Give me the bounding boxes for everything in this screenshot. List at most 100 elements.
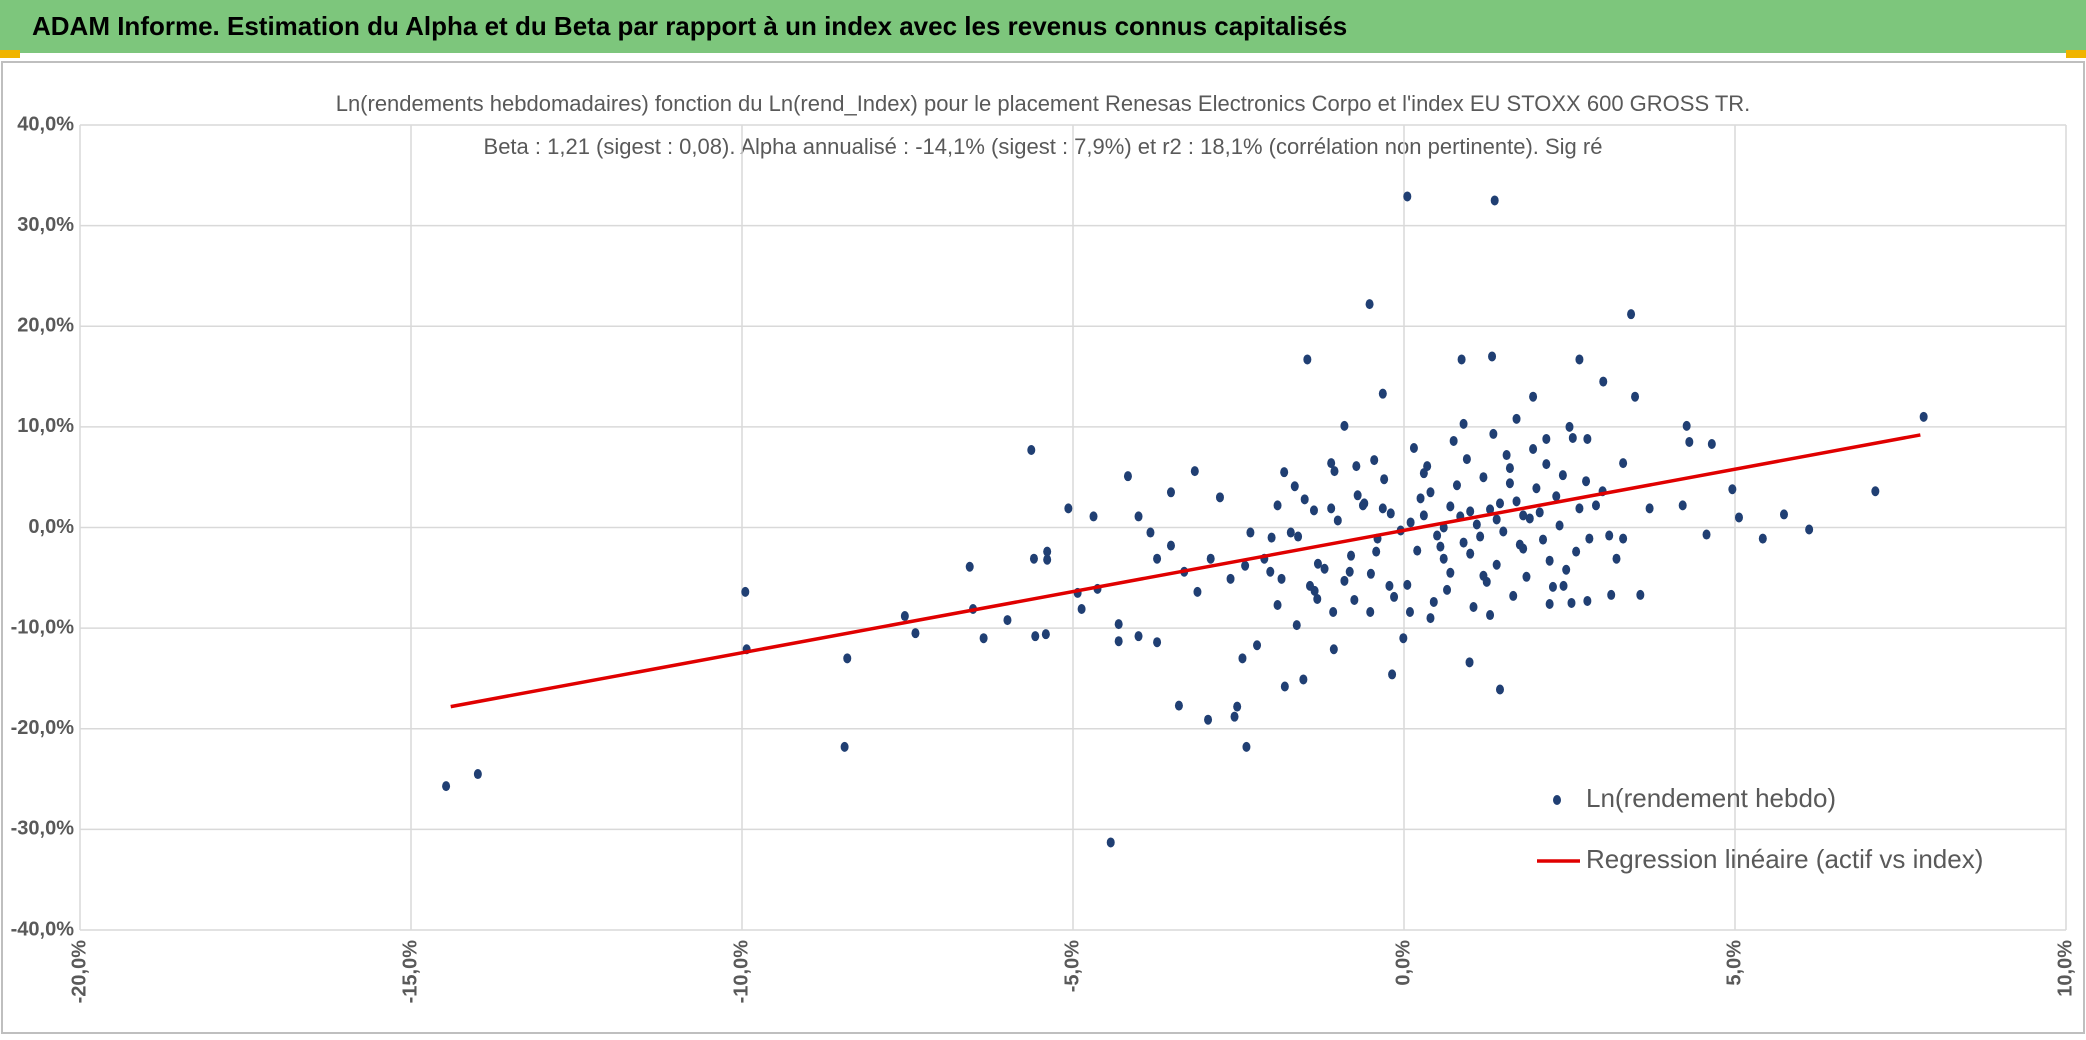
corner-mark — [0, 50, 20, 58]
scatter-point — [1495, 684, 1504, 695]
scatter-point — [442, 781, 451, 792]
scatter-point — [1505, 463, 1514, 474]
scatter-point — [741, 586, 750, 597]
chart-title: Ln(rendements hebdomadaires) fonction du… — [336, 91, 1751, 116]
scatter-point — [1345, 566, 1354, 577]
scatter-point — [911, 628, 920, 639]
scatter-point — [1542, 459, 1551, 470]
scatter-point — [1280, 681, 1289, 692]
x-tick-label: 10,0% — [2054, 940, 2076, 997]
scatter-point — [1519, 510, 1528, 521]
scatter-point — [1340, 420, 1349, 431]
scatter-point — [1238, 653, 1247, 664]
scatter-point — [1575, 503, 1584, 514]
scatter-point — [1153, 553, 1162, 564]
scatter-point — [1215, 492, 1224, 503]
plot-marks — [442, 191, 1928, 848]
scatter-point — [1310, 585, 1319, 596]
scatter-point — [1457, 354, 1466, 365]
x-tick-label: 0,0% — [1392, 940, 1414, 986]
y-tick-label: -20,0% — [11, 717, 75, 739]
y-tick-label: -10,0% — [11, 616, 75, 638]
scatter-point — [1233, 701, 1242, 712]
y-tick-label: 30,0% — [17, 214, 74, 236]
scatter-point — [1443, 584, 1452, 595]
scatter-point — [1575, 354, 1584, 365]
scatter-point — [1390, 591, 1399, 602]
scatter-point — [1512, 413, 1521, 424]
scatter-point — [1515, 539, 1524, 550]
scatter-point — [1204, 714, 1213, 725]
scatter-point — [1567, 597, 1576, 608]
x-tick-label: -15,0% — [399, 940, 421, 1004]
scatter-point — [1459, 418, 1468, 429]
scatter-point — [1486, 504, 1495, 515]
scatter-point — [1333, 515, 1342, 526]
scatter-point — [1433, 530, 1442, 541]
grid: -40,0% -30,0% -20,0% -10,0% 0,0% 10,0% 20,0% 30… — [11, 113, 2077, 1003]
scatter-point — [1542, 433, 1551, 444]
scatter-point — [1502, 450, 1511, 461]
scatter-point — [1290, 481, 1299, 492]
scatter-point — [1612, 553, 1621, 564]
legend-label: Regression linéaire (actif vs index) — [1586, 844, 1983, 874]
y-tick-label: -40,0% — [11, 918, 75, 940]
scatter-point — [1329, 644, 1338, 655]
scatter-point — [1505, 478, 1514, 489]
scatter-point — [1707, 438, 1716, 449]
y-tick-label: 20,0% — [17, 315, 74, 337]
scatter-point — [1027, 445, 1036, 456]
y-tick-label: -30,0% — [11, 818, 75, 840]
legend: Ln(rendement hebdo) Regression linéaire (… — [1537, 783, 1983, 874]
scatter-point — [1413, 545, 1422, 556]
x-tick-label: -10,0% — [730, 940, 752, 1004]
scatter-point — [1682, 420, 1691, 431]
scatter-point — [1585, 533, 1594, 544]
scatter-point — [1479, 570, 1488, 581]
scatter-point — [1558, 470, 1567, 481]
scatter-point — [1347, 550, 1356, 561]
scatter-point — [1166, 540, 1175, 551]
scatter-point — [1472, 519, 1481, 530]
scatter-point — [1313, 558, 1322, 569]
scatter-point — [1529, 444, 1538, 455]
scatter-point — [1388, 669, 1397, 680]
scatter-point — [1043, 546, 1052, 557]
scatter-point — [1439, 553, 1448, 564]
scatter-point — [1539, 534, 1548, 545]
scatter-point — [1340, 575, 1349, 586]
scatter-point — [1360, 498, 1369, 509]
scatter-point — [1246, 527, 1255, 538]
y-tick-label: 0,0% — [28, 516, 74, 538]
scatter-point — [1627, 309, 1636, 320]
scatter-point — [1459, 537, 1468, 548]
scatter-point — [1365, 299, 1374, 310]
scatter-point — [1436, 541, 1445, 552]
scatter-point — [1273, 599, 1282, 610]
scatter-point — [1416, 493, 1425, 504]
scatter-point — [1599, 376, 1608, 387]
scatter-point — [979, 633, 988, 644]
y-tick-label: 10,0% — [17, 415, 74, 437]
scatter-point — [1146, 527, 1155, 538]
scatter-point — [1522, 571, 1531, 582]
scatter-point — [1591, 500, 1600, 511]
scatter-point — [1226, 573, 1235, 584]
scatter-point — [1372, 546, 1381, 557]
scatter-point — [1309, 505, 1318, 516]
scatter-point — [1685, 436, 1694, 447]
scatter-point — [1300, 494, 1309, 505]
scatter-point — [1242, 741, 1251, 752]
scatter-point — [1366, 607, 1375, 618]
scatter-point — [1446, 567, 1455, 578]
scatter-point — [1303, 354, 1312, 365]
scatter-point — [1166, 487, 1175, 498]
scatter-point — [1548, 581, 1557, 592]
scatter-point — [1465, 657, 1474, 668]
scatter-point — [1495, 498, 1504, 509]
scatter-point — [1134, 511, 1143, 522]
scatter-point — [1492, 514, 1501, 525]
scatter-point — [1003, 615, 1012, 626]
scatter-point — [1619, 458, 1628, 469]
scatter-point — [1426, 613, 1435, 624]
